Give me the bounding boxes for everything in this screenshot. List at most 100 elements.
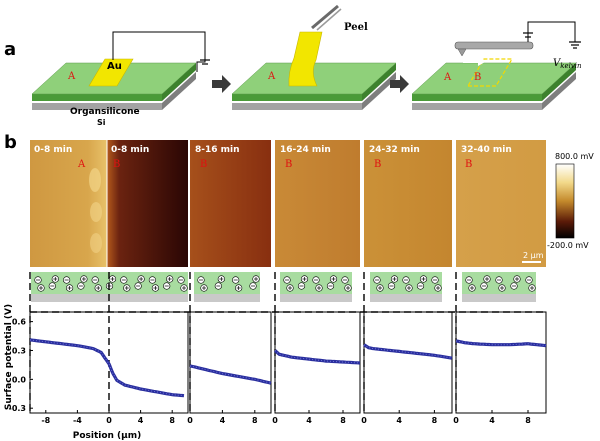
scan-region (466, 58, 514, 87)
positive-charge-icon (376, 284, 384, 292)
plot-frame (189, 311, 272, 414)
x-tick-label: 4 (220, 416, 226, 425)
x-tick-label: 0 (106, 416, 112, 425)
chart-panel: 0 4 8 (361, 272, 453, 425)
x-tick-label: 4 (489, 416, 495, 425)
x-axis-label: Position (μm) (73, 431, 142, 441)
negative-charge-icon (232, 276, 240, 284)
x-tick-label: 4 (138, 416, 144, 425)
positive-charge-icon (123, 284, 131, 292)
chart-panel: 0 4 8 (187, 272, 272, 425)
positive-charge-icon (235, 284, 243, 292)
y-tick-label: 0.6 (12, 318, 27, 327)
time-label: 0-8 min (111, 145, 149, 155)
label-peel: Peel (344, 22, 368, 33)
positive-charge-icon (80, 275, 88, 283)
region-tag: B (465, 159, 472, 170)
x-tick-label: 0 (453, 416, 459, 425)
negative-charge-icon (163, 282, 171, 290)
region-tag: B (200, 159, 207, 170)
region-a-label-3: A (443, 72, 452, 83)
y-axis-label: Surface potential (V) (4, 304, 14, 410)
negative-charge-icon (465, 276, 473, 284)
surface-potential-chart: -8 -4 0 4 8 -0.3 0.0 0.3 0.6 0 4 8 0 4 8 0 4 8 0 4 8 (9, 272, 547, 425)
surface-potential-markers (363, 344, 453, 359)
positive-charge-icon (344, 284, 352, 292)
panel-label-b: b (4, 132, 17, 153)
negative-charge-icon (77, 282, 85, 290)
negative-charge-icon (387, 282, 396, 290)
positive-charge-icon (286, 284, 294, 292)
region-a-label-2: A (267, 71, 276, 82)
surface-potential-series (189, 364, 272, 385)
si-layer (194, 294, 260, 302)
negative-charge-icon (283, 276, 291, 284)
si-layer (462, 294, 536, 302)
negative-charge-icon (62, 276, 71, 284)
x-tick-label: 8 (340, 416, 346, 425)
schematic-step-2 (231, 4, 397, 110)
si-layer (370, 294, 442, 302)
x-tick-label: 4 (396, 416, 402, 425)
kpfm-image-row (30, 140, 575, 267)
surface-potential-markers (29, 339, 185, 397)
positive-charge-icon (315, 284, 323, 292)
surface-potential-series (29, 338, 185, 398)
region-b-label-3: B (474, 72, 481, 83)
positive-charge-icon (65, 284, 74, 292)
layer-label-si: Si (97, 118, 106, 127)
positive-charge-icon (528, 284, 536, 292)
negative-charge-icon (341, 276, 349, 284)
layer-label-organosilicone: Organsilicone (70, 107, 140, 117)
negative-charge-icon (91, 276, 99, 284)
schematic-step-3 (411, 21, 581, 110)
region-tag: B (285, 159, 292, 170)
positive-charge-icon (390, 275, 399, 283)
positive-charge-icon (498, 284, 506, 292)
surface-potential-series (363, 343, 453, 360)
label-v-kelvin: Vkelvin (553, 58, 582, 70)
positive-charge-icon (37, 284, 45, 292)
negative-charge-icon (177, 276, 185, 284)
x-tick-label: 8 (169, 416, 175, 425)
negative-charge-icon (416, 282, 425, 290)
surface-potential-series (273, 349, 361, 365)
negative-charge-icon (197, 276, 205, 284)
positive-charge-icon (94, 284, 102, 292)
positive-charge-icon (483, 275, 491, 283)
arrow-right-icon (212, 75, 231, 93)
positive-charge-icon (166, 275, 174, 283)
x-tick-label: 0 (187, 416, 193, 425)
plot-frame (363, 311, 453, 414)
time-label: 32-40 min (461, 145, 512, 155)
positive-charge-icon (329, 275, 338, 283)
scalebar-label: 2 μm (523, 251, 544, 260)
x-tick-label: 0 (272, 416, 278, 425)
kelvin-probe (454, 41, 534, 50)
x-tick-label: 0 (361, 416, 367, 425)
positive-charge-icon (434, 284, 442, 292)
negative-charge-icon (214, 282, 222, 290)
region-a-label-1: A (67, 71, 76, 82)
time-label: 0-8 min (34, 145, 72, 155)
negative-charge-icon (134, 282, 142, 290)
time-label: 16-24 min (280, 145, 331, 155)
kpfm-image-b (107, 140, 188, 267)
chart-panel: 0 4 8 (453, 272, 547, 425)
positive-charge-icon (51, 275, 59, 283)
colorbar-min-label: -200.0 mV (547, 241, 589, 250)
negative-charge-icon (48, 282, 56, 290)
positive-charge-icon (405, 284, 413, 292)
x-tick-label: -4 (73, 416, 82, 425)
negative-charge-icon (148, 276, 156, 284)
positive-charge-icon (513, 275, 521, 283)
kpfm-time-labels: 0-8 min 0-8 min 8-16 min 16-24 min 24-32 min… (34, 145, 512, 155)
negative-charge-icon (495, 276, 503, 284)
negative-charge-icon (312, 276, 320, 284)
plot-frame (455, 311, 547, 414)
colorbar-max-label: 800.0 mV (555, 152, 594, 161)
negative-charge-icon (510, 282, 518, 290)
positive-charge-icon (200, 284, 208, 292)
positive-charge-icon (217, 275, 225, 283)
chart-panel: -8 -4 0 4 8 -0.3 0.0 0.3 0.6 (9, 272, 189, 425)
